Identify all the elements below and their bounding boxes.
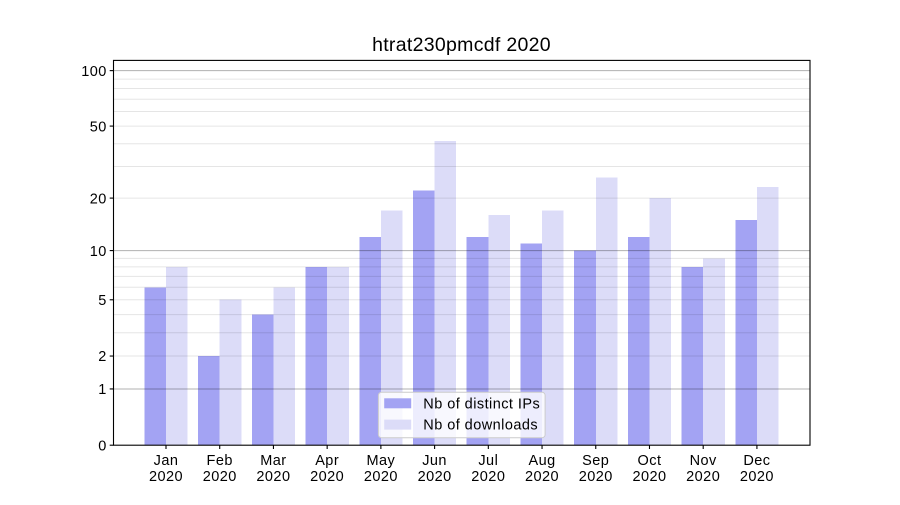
svg-text:Aug: Aug (528, 453, 555, 469)
svg-text:Dec: Dec (743, 453, 770, 469)
svg-text:Sep: Sep (582, 453, 609, 469)
svg-text:Jul: Jul (478, 453, 498, 469)
svg-text:Nb of downloads: Nb of downloads (423, 418, 538, 434)
svg-text:2020: 2020 (471, 469, 505, 485)
svg-text:Nb of distinct IPs: Nb of distinct IPs (423, 396, 540, 412)
svg-text:May: May (367, 453, 396, 469)
svg-text:Nov: Nov (690, 453, 717, 469)
svg-text:100: 100 (81, 64, 107, 80)
svg-text:Oct: Oct (638, 453, 662, 469)
svg-text:Feb: Feb (207, 453, 233, 469)
svg-text:2020: 2020 (364, 469, 398, 485)
svg-text:Jan: Jan (154, 453, 179, 469)
svg-text:2020: 2020 (310, 469, 344, 485)
svg-text:2020: 2020 (256, 469, 290, 485)
svg-text:Apr: Apr (315, 453, 339, 469)
svg-text:5: 5 (98, 293, 107, 309)
svg-text:Jun: Jun (422, 453, 447, 469)
svg-text:50: 50 (90, 119, 107, 135)
svg-text:10: 10 (90, 244, 107, 260)
svg-text:1: 1 (98, 382, 107, 398)
svg-text:2020: 2020 (686, 469, 720, 485)
svg-text:2020: 2020 (579, 469, 613, 485)
svg-text:2020: 2020 (740, 469, 774, 485)
svg-text:2020: 2020 (418, 469, 452, 485)
svg-text:2020: 2020 (525, 469, 559, 485)
svg-text:2: 2 (98, 349, 107, 365)
svg-text:htrat230pmcdf 2020: htrat230pmcdf 2020 (372, 34, 551, 56)
svg-text:2020: 2020 (149, 469, 183, 485)
svg-text:2020: 2020 (632, 469, 666, 485)
svg-text:0: 0 (98, 438, 107, 454)
svg-text:2020: 2020 (203, 469, 237, 485)
svg-text:20: 20 (90, 191, 107, 207)
svg-text:Mar: Mar (260, 453, 286, 469)
